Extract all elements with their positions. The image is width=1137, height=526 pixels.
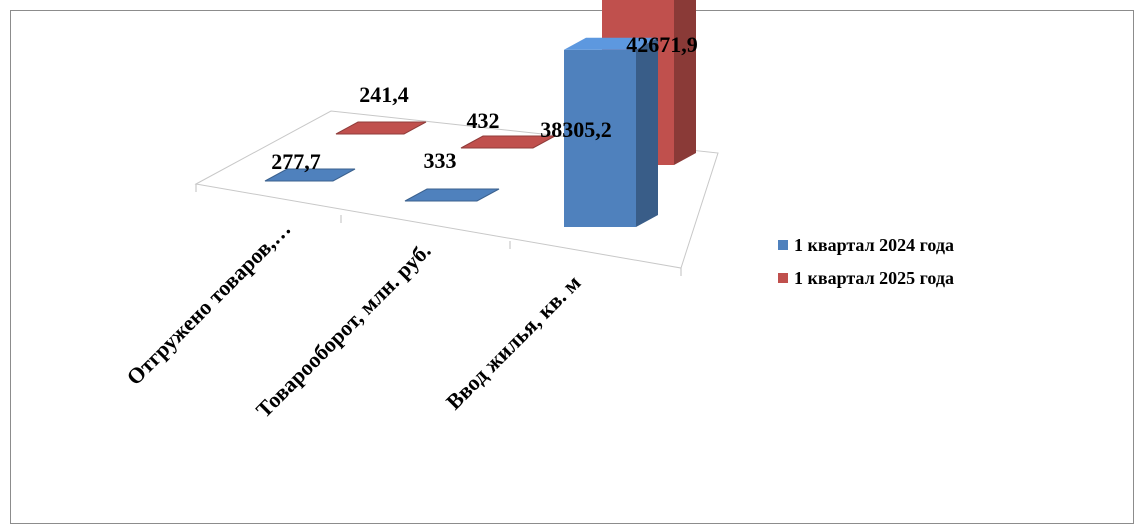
data-label-2024-2: 38305,2 bbox=[540, 117, 612, 142]
data-label-2025-0: 241,4 bbox=[359, 82, 409, 107]
data-label-2025-2: 42671,9 bbox=[626, 32, 698, 57]
category-labels: Отгружено товаров,…Товарооборот, млн. ру… bbox=[122, 216, 586, 423]
bar-2025-0 bbox=[335, 121, 427, 135]
bar-2024-2-front-face bbox=[564, 49, 636, 227]
bar-2025-0-footprint bbox=[335, 121, 427, 135]
legend-label-2025: 1 квартал 2025 года bbox=[794, 267, 954, 288]
bar-2024-2-side-face bbox=[636, 37, 658, 227]
bar-2024-1 bbox=[404, 188, 500, 202]
bar-2025-1 bbox=[460, 135, 556, 149]
category-label-1: Товарооборот, млн. руб. bbox=[251, 238, 436, 423]
category-label-0: Отгружено товаров,… bbox=[122, 216, 296, 390]
data-label-2024-0: 277,7 bbox=[271, 149, 321, 174]
bar-2024-2 bbox=[564, 37, 658, 227]
bar-2024-0-footprint bbox=[264, 168, 356, 182]
legend-item-2025: 1 квартал 2025 года bbox=[778, 265, 954, 291]
bar-2024-0 bbox=[264, 168, 356, 182]
series-2024-bars bbox=[264, 37, 658, 227]
bar-2025-2-side-face bbox=[674, 0, 696, 165]
bar-2024-1-footprint bbox=[404, 188, 500, 202]
data-labels: 277,7 333 38305,2 241,4 432 42671,9 bbox=[271, 32, 698, 174]
legend-swatch-2024 bbox=[778, 240, 788, 250]
legend-item-2024: 1 квартал 2024 года bbox=[778, 232, 954, 258]
data-label-2025-1: 432 bbox=[467, 108, 500, 133]
bar-2025-1-footprint bbox=[460, 135, 556, 149]
legend: 1 квартал 2024 года 1 квартал 2025 года bbox=[778, 232, 954, 298]
data-label-2024-1: 333 bbox=[424, 148, 457, 173]
legend-label-2024: 1 квартал 2024 года bbox=[794, 234, 954, 255]
category-label-2: Ввод жилья, кв. м bbox=[441, 270, 586, 415]
bar-2024-2-top-face bbox=[564, 37, 658, 50]
legend-swatch-2025 bbox=[778, 273, 788, 283]
